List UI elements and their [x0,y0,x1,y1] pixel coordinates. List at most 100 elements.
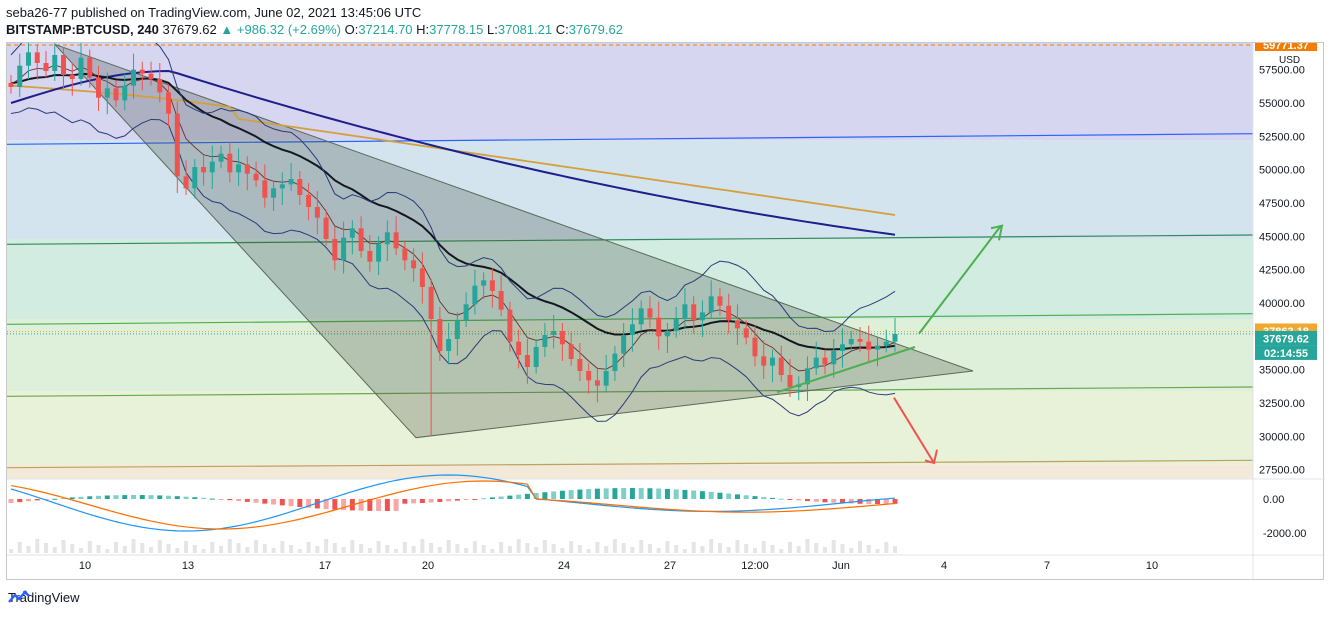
macd-histogram-bar [883,499,889,504]
volume-bar [630,547,635,553]
macd-histogram-bar [507,495,513,499]
high-label: H: [416,22,430,37]
volume-bar [420,539,425,553]
macd-tick-label: -2000.00 [1263,528,1306,540]
macd-histogram-bar [393,499,399,511]
macd-histogram-bar [734,494,740,499]
volume-bar [875,549,880,553]
macd-histogram-bar [8,499,14,503]
wedge-triangle [54,43,974,439]
candle-body [699,312,705,321]
candle-body [104,88,110,98]
volume-bar [79,548,84,553]
candle-body [691,304,697,321]
y-tick-label: 30000.00 [1259,431,1305,443]
y-tick-label: 52500.00 [1259,131,1305,143]
macd-histogram-bar [682,489,688,499]
candle-body [262,180,268,198]
candle-body [17,65,23,87]
volume-bar [770,545,775,553]
volume-bar [385,545,390,553]
price-chart[interactable]: 57500.00 55000.00 52500.00 50000.00 47500.00… [7,43,1325,581]
candle-body [52,55,58,71]
candle-body [236,164,242,173]
macd-histogram-bar [629,488,635,499]
volume-bar [525,543,530,553]
macd-histogram-bar [78,496,84,499]
macd-histogram-bar [533,493,539,499]
macd-histogram-bar [472,499,478,500]
macd-histogram-bar [192,497,198,499]
volume-bar [262,544,267,553]
candle-body [524,355,530,367]
x-tick-label: 10 [79,560,91,572]
last-price: 37679.62 [162,22,217,37]
volume-bar [61,540,66,553]
candle-body [804,368,810,385]
candle-body [726,305,732,321]
bollinger-upper-band [10,43,896,332]
macd-histogram-bar [761,497,767,499]
macd-histogram-bar [498,496,504,499]
candle-body [218,153,224,162]
candle-body [131,69,137,86]
volume-bar [577,545,582,553]
volume-bar [306,542,311,553]
volume-bar [236,543,241,553]
candle-body [866,341,872,350]
volume-bar [700,546,705,553]
x-tick-label: 20 [422,560,434,572]
bearish-arrow-head-icon [924,449,938,465]
candle-body [183,176,189,189]
macd-histogram-bar [157,495,163,499]
macd-histogram-bar [778,498,784,500]
macd-histogram-bar [244,499,250,502]
volume-bar [516,539,521,553]
candle-body [551,331,557,335]
macd-histogram-bar [612,488,618,499]
candle-body [831,351,837,365]
y-tick-label: 55000.00 [1259,98,1305,110]
macd-histogram-bar [463,499,469,500]
volume-bar [857,541,862,553]
macd-histogram-bar [183,496,189,499]
volume-bar [446,540,451,553]
volume-bar [201,549,206,553]
candle-body [78,57,84,79]
volume-bar [656,548,661,553]
macd-histogram-bar [218,499,224,500]
macd-histogram-bar [341,499,347,511]
macd-histogram-bar [673,489,679,499]
x-tick-label: 4 [941,560,947,572]
volume-bar [744,544,749,553]
volume-bar [367,548,372,553]
macd-histogram-bar [796,499,802,501]
macd-histogram-bar [717,492,723,499]
horizontal-level-2 [7,313,1254,325]
candle-body [43,63,49,71]
y-tick-label: 35000.00 [1259,365,1305,377]
volume-bar [464,548,469,553]
chart-frame[interactable]: 57500.00 55000.00 52500.00 50000.00 47500.00… [6,42,1325,581]
horizontal-level-3 [7,386,1254,397]
candle-body [139,69,145,74]
candle-body [857,339,863,342]
macd-histogram-bar [848,499,854,504]
volume-bar [709,539,714,553]
macd-histogram-bar [559,490,565,499]
macd-histogram-bar [437,499,443,502]
price-zone-0 [7,43,1253,141]
candle-body [612,353,618,371]
candle-body [769,357,775,366]
candle-body [428,287,434,319]
candle-body [498,291,504,310]
macd-histogram-bar [647,488,653,499]
volume-bar [560,548,565,553]
x-tick-label: 17 [319,560,331,572]
candle-body [638,308,644,325]
brand[interactable]: TradingView [8,590,80,605]
candle-body [472,285,478,305]
candle-body [384,232,390,245]
macd-histogram-bar [358,499,364,511]
candle-body [227,153,233,173]
